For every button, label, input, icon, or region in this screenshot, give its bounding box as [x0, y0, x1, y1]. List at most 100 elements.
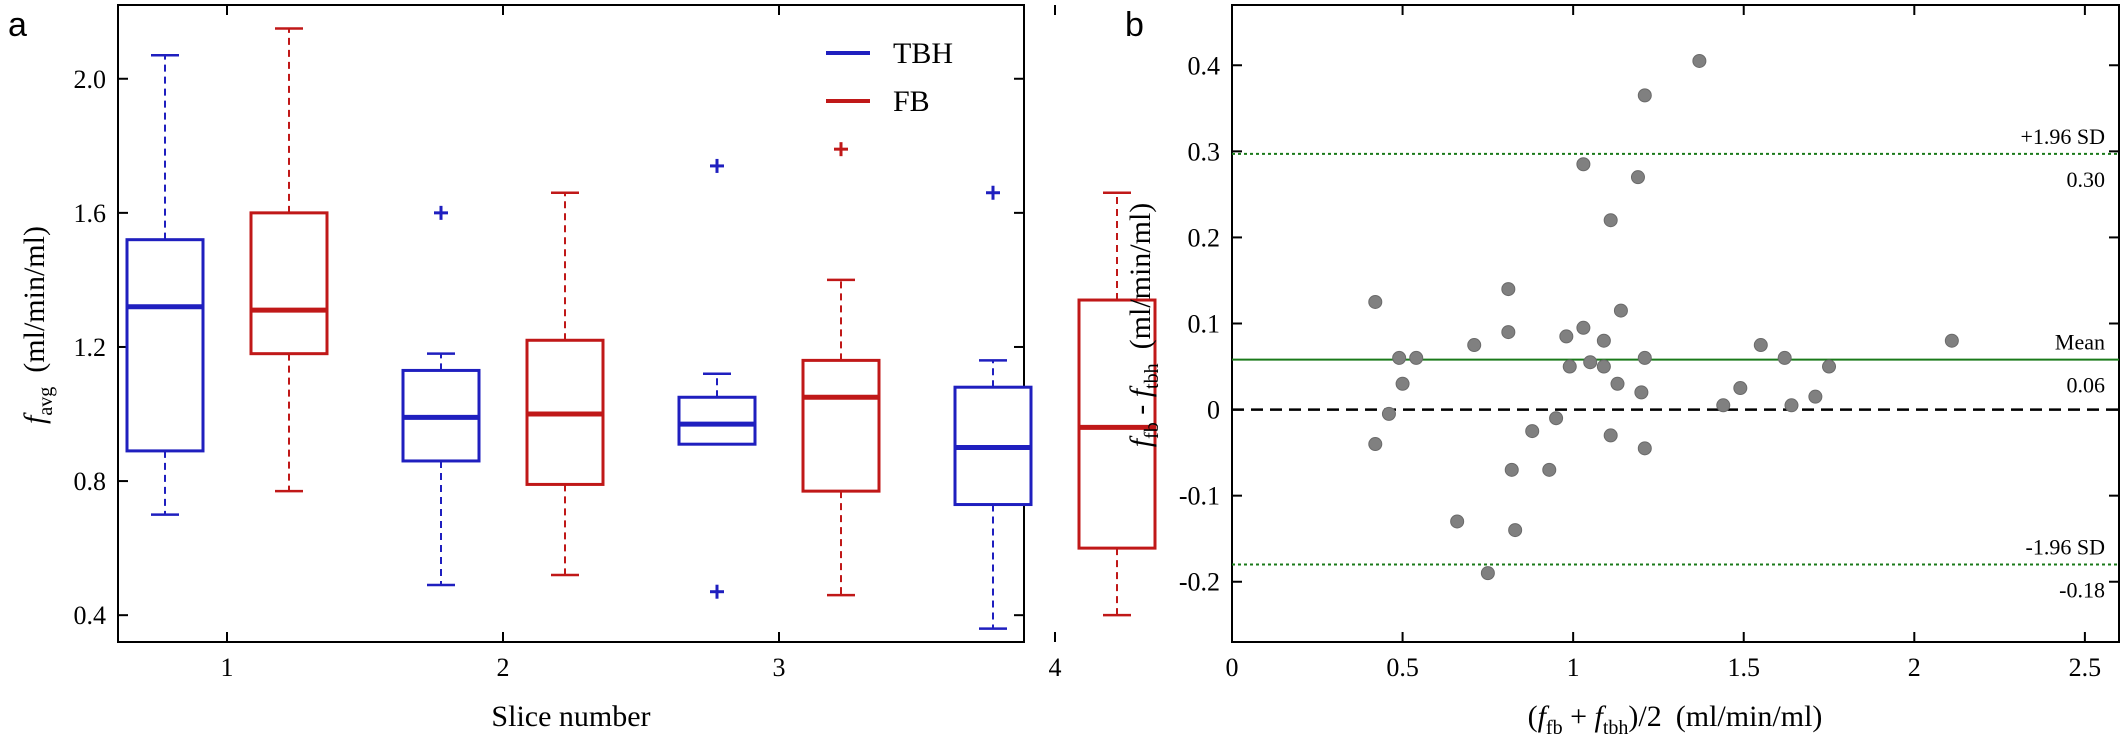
- panel-a-y-tick-label: 0.8: [74, 467, 107, 496]
- panel-b-y-label-sub2: tbh: [1141, 363, 1163, 389]
- panel-a-x-tick-label: 1: [221, 653, 234, 682]
- panel-b-y-label-units: (ml/min/ml): [1124, 203, 1157, 350]
- scatter-point: [1525, 424, 1540, 439]
- scatter-point: [1409, 350, 1424, 365]
- outlier-marker: [834, 142, 848, 157]
- panel-label-a: a: [8, 6, 27, 44]
- scatter-point: [1944, 333, 1959, 348]
- panel-a-y-tick-label: 0.4: [74, 601, 107, 630]
- reference-line-name: +1.96 SD: [2020, 124, 2105, 149]
- panel-a-y-axis: 0.4 0.8 1.2 1.6 2.0: [74, 65, 1024, 630]
- panel-b-bland-altman: -0.2 -0.1 0 0.1 0.2 0.3 0.4 0 0.5 1 1.5 2 2.5 +1.96 …: [1124, 4, 2120, 739]
- panel-b-x-label: (ffb + ftbh)/2 (ml/min/ml): [1528, 700, 1823, 739]
- scatter-point: [1610, 376, 1625, 391]
- scatter-point: [1542, 462, 1557, 477]
- panel-b-y-tick-label: 0: [1207, 396, 1220, 425]
- panel-b-x-label-open: (: [1528, 700, 1538, 733]
- panel-a-x-axis: 1 2 3 4: [221, 5, 1062, 682]
- scatter-point: [1637, 350, 1652, 365]
- scatter-point: [1822, 359, 1837, 374]
- panel-b-frame: [1231, 4, 2120, 643]
- outlier-marker: [710, 158, 724, 173]
- scatter-point: [1392, 350, 1407, 365]
- panel-b-y-label-sub1: fb: [1141, 422, 1163, 439]
- panel-a-y-label: favg(ml/min/ml): [18, 226, 57, 424]
- scatter-point: [1753, 338, 1768, 353]
- panel-b-x-label-sub2: tbh: [1603, 717, 1629, 739]
- box-tbh-slice-1: [125, 54, 205, 516]
- box-fb-slice-4: [1077, 191, 1157, 617]
- panel-a-y-tick-label: 1.2: [74, 333, 107, 362]
- reference-line-value: -0.18: [2059, 578, 2105, 603]
- box-fb-slice-3: [801, 142, 881, 597]
- scatter-point: [1480, 566, 1495, 581]
- box-tbh-slice-2: [401, 205, 481, 587]
- scatter-point: [1467, 338, 1482, 353]
- scatter-point: [1603, 213, 1618, 228]
- box-fb-slice-1: [249, 27, 329, 493]
- box-tbh-slice-4: [953, 185, 1033, 630]
- panel-b-x-label-sub1: fb: [1546, 717, 1563, 739]
- scatter-point: [1576, 157, 1591, 172]
- reference-line-value: 0.30: [2067, 167, 2106, 192]
- reference-line-name: Mean: [2055, 330, 2105, 355]
- scatter-point: [1549, 411, 1564, 426]
- panel-b-x-tick-label: 2.5: [2069, 653, 2102, 682]
- box-iqr: [125, 238, 205, 453]
- scatter-point: [1583, 355, 1598, 370]
- scatter-point: [1450, 514, 1465, 529]
- scatter-point: [1777, 350, 1792, 365]
- panel-b-x-tick-label: 0: [1226, 653, 1239, 682]
- panel-b-y-tick-label: 0.1: [1188, 310, 1221, 339]
- legend-label-tbh: TBH: [893, 37, 953, 70]
- box-iqr: [677, 395, 757, 446]
- scatter-point: [1637, 441, 1652, 456]
- scatter-point: [1634, 385, 1649, 400]
- scatter-point: [1613, 303, 1628, 318]
- scatter-point: [1504, 462, 1519, 477]
- panel-a-x-tick-label: 4: [1049, 653, 1062, 682]
- scatter-point: [1716, 398, 1731, 413]
- panel-a-frame: [117, 4, 1025, 643]
- panel-a-y-tick-label: 1.6: [74, 199, 107, 228]
- box-fb-slice-2: [525, 191, 605, 577]
- scatter-point: [1630, 170, 1645, 185]
- panel-label-b: b: [1125, 6, 1144, 44]
- scatter-point: [1692, 53, 1707, 68]
- panel-b-y-label: ffb - ftbh(ml/min/ml): [1124, 203, 1163, 448]
- panel-b-y-tick-label: -0.2: [1179, 568, 1220, 597]
- legend: TBH FB: [826, 37, 953, 118]
- scatter-point: [1562, 359, 1577, 374]
- panel-a-y-label-sub: avg: [35, 387, 57, 416]
- scatter-point: [1395, 376, 1410, 391]
- panel-b-x-tick-label: 1.5: [1727, 653, 1760, 682]
- panel-a-y-tick-label: 2.0: [74, 65, 107, 94]
- panel-a-y-label-units: (ml/min/ml): [18, 226, 51, 373]
- panel-a-boxes: [125, 27, 1157, 630]
- box-iqr: [801, 358, 881, 493]
- scatter-point: [1501, 325, 1516, 340]
- reference-line-value: 0.06: [2067, 373, 2106, 398]
- scatter-point: [1784, 398, 1799, 413]
- panel-b-y-tick-label: 0.2: [1188, 223, 1221, 252]
- panel-b-x-label-units: (ml/min/ml): [1676, 700, 1823, 733]
- box-iqr: [1077, 298, 1157, 550]
- panel-b-y-tick-label: 0.3: [1188, 137, 1221, 166]
- panel-b-x-tick-label: 0.5: [1386, 653, 1419, 682]
- panel-b-y-tick-label: 0.4: [1188, 51, 1221, 80]
- scatter-point: [1596, 359, 1611, 374]
- scatter-point: [1559, 329, 1574, 344]
- panel-b-y-tick-label: -0.1: [1179, 482, 1220, 511]
- legend-label-fb: FB: [893, 85, 930, 118]
- scatter-point: [1508, 523, 1523, 538]
- panel-a-x-tick-label: 2: [497, 653, 510, 682]
- scatter-point: [1381, 406, 1396, 421]
- scatter-point: [1808, 389, 1823, 404]
- reference-line-name: -1.96 SD: [2026, 535, 2105, 560]
- panel-b-x-tick-label: 2: [1908, 653, 1921, 682]
- panel-a-x-tick-label: 3: [773, 653, 786, 682]
- box-iqr: [249, 211, 329, 356]
- panel-b-reference-labels: +1.96 SD 0.30 Mean 0.06 -1.96 SD -0.18: [2020, 124, 2105, 603]
